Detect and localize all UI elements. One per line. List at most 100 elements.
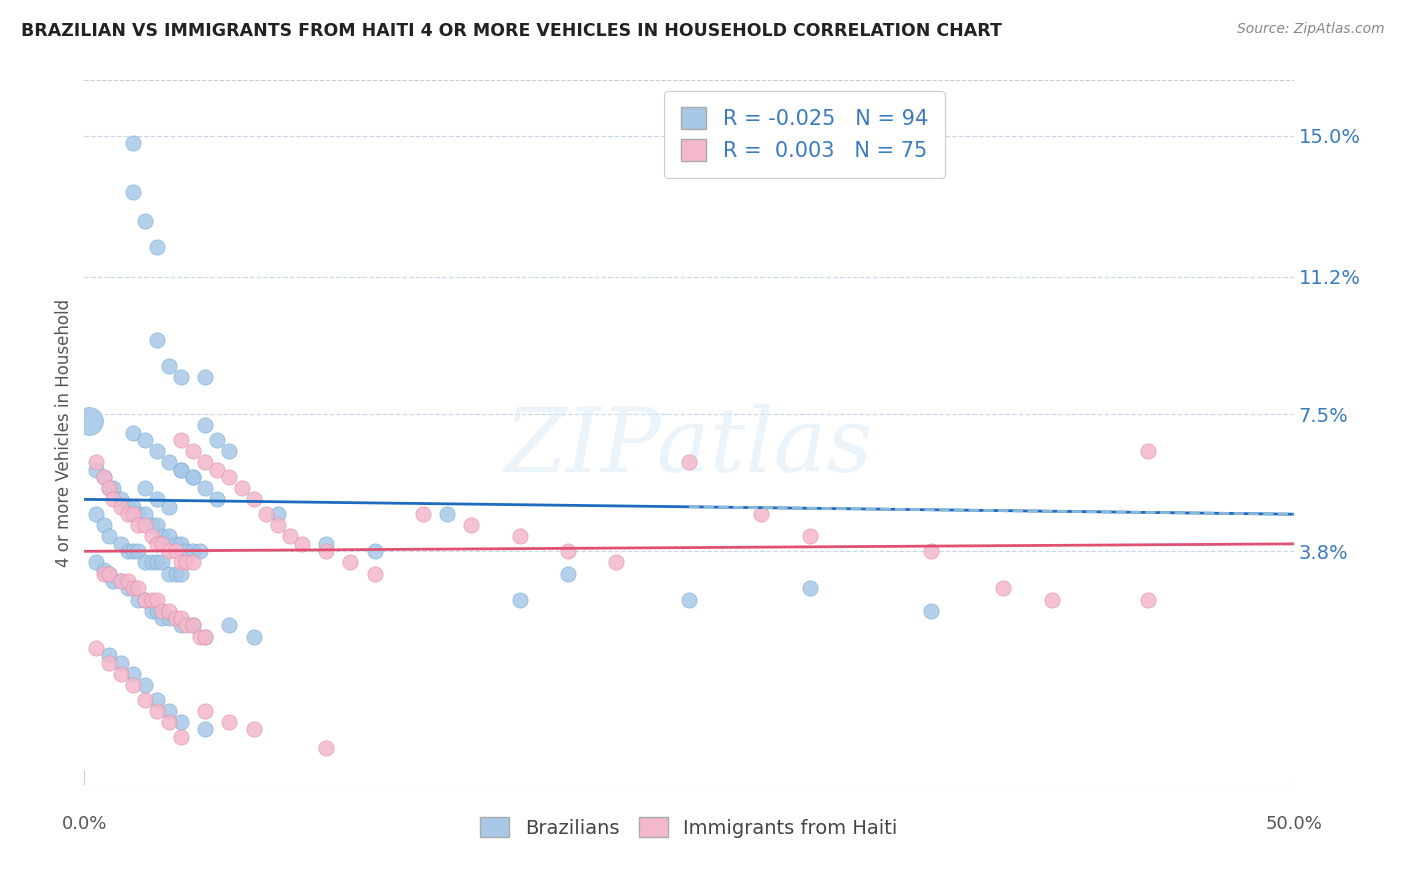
Point: [436, 507, 458, 521]
Point: [181, 618, 204, 632]
Point: [97, 566, 120, 581]
Point: [121, 666, 143, 681]
Point: [339, 556, 361, 570]
Point: [110, 537, 132, 551]
Text: 0.0%: 0.0%: [62, 814, 107, 832]
Point: [150, 537, 173, 551]
Point: [509, 529, 531, 543]
Point: [117, 544, 139, 558]
Point: [799, 529, 821, 543]
Point: [920, 544, 942, 558]
Point: [678, 592, 700, 607]
Point: [121, 582, 143, 596]
Point: [1137, 592, 1160, 607]
Point: [77, 415, 100, 429]
Point: [993, 582, 1015, 596]
Point: [146, 537, 169, 551]
Point: [194, 455, 217, 469]
Point: [146, 240, 169, 254]
Point: [117, 574, 139, 588]
Point: [218, 618, 240, 632]
Point: [121, 136, 143, 151]
Point: [150, 529, 173, 543]
Point: [141, 604, 163, 618]
Point: [97, 481, 120, 495]
Point: [194, 370, 217, 384]
Point: [121, 425, 143, 440]
Point: [146, 333, 169, 347]
Point: [157, 704, 180, 718]
Point: [121, 500, 143, 514]
Point: [110, 500, 132, 514]
Point: [278, 529, 301, 543]
Point: [157, 529, 180, 543]
Point: [170, 433, 193, 447]
Point: [170, 611, 193, 625]
Point: [121, 185, 143, 199]
Point: [291, 537, 314, 551]
Point: [157, 714, 180, 729]
Legend: Brazilians, Immigrants from Haiti: Brazilians, Immigrants from Haiti: [472, 810, 905, 846]
Point: [141, 556, 163, 570]
Point: [315, 537, 337, 551]
Point: [231, 481, 253, 495]
Point: [134, 678, 156, 692]
Point: [97, 656, 120, 670]
Point: [134, 556, 156, 570]
Point: [157, 604, 180, 618]
Point: [146, 492, 169, 507]
Point: [157, 611, 180, 625]
Point: [1040, 592, 1063, 607]
Point: [134, 592, 156, 607]
Point: [110, 666, 132, 681]
Text: 50.0%: 50.0%: [1265, 814, 1322, 832]
Point: [157, 500, 180, 514]
Point: [165, 537, 187, 551]
Point: [141, 529, 163, 543]
Point: [181, 556, 204, 570]
Point: [315, 740, 337, 755]
Point: [363, 544, 385, 558]
Point: [134, 518, 156, 533]
Text: BRAZILIAN VS IMMIGRANTS FROM HAITI 4 OR MORE VEHICLES IN HOUSEHOLD CORRELATION C: BRAZILIAN VS IMMIGRANTS FROM HAITI 4 OR …: [21, 22, 1002, 40]
Point: [127, 544, 149, 558]
Point: [165, 611, 187, 625]
Point: [86, 556, 108, 570]
Point: [170, 566, 193, 581]
Point: [242, 492, 264, 507]
Point: [170, 618, 193, 632]
Point: [190, 544, 212, 558]
Point: [194, 481, 217, 495]
Point: [110, 492, 132, 507]
Point: [150, 611, 173, 625]
Text: ZIPatlas: ZIPatlas: [505, 403, 873, 490]
Point: [218, 444, 240, 458]
Y-axis label: 4 or more Vehicles in Household: 4 or more Vehicles in Household: [55, 299, 73, 566]
Point: [170, 556, 193, 570]
Point: [165, 566, 187, 581]
Point: [86, 463, 108, 477]
Point: [134, 481, 156, 495]
Point: [150, 604, 173, 618]
Point: [207, 433, 229, 447]
Point: [174, 544, 197, 558]
Point: [678, 455, 700, 469]
Point: [751, 507, 773, 521]
Point: [157, 359, 180, 373]
Point: [146, 518, 169, 533]
Point: [363, 566, 385, 581]
Point: [799, 582, 821, 596]
Point: [146, 604, 169, 618]
Point: [190, 630, 212, 644]
Point: [141, 518, 163, 533]
Point: [267, 507, 290, 521]
Point: [127, 518, 149, 533]
Point: [121, 544, 143, 558]
Point: [146, 704, 169, 718]
Point: [242, 723, 264, 737]
Point: [218, 714, 240, 729]
Point: [117, 582, 139, 596]
Point: [194, 630, 217, 644]
Point: [141, 592, 163, 607]
Point: [146, 444, 169, 458]
